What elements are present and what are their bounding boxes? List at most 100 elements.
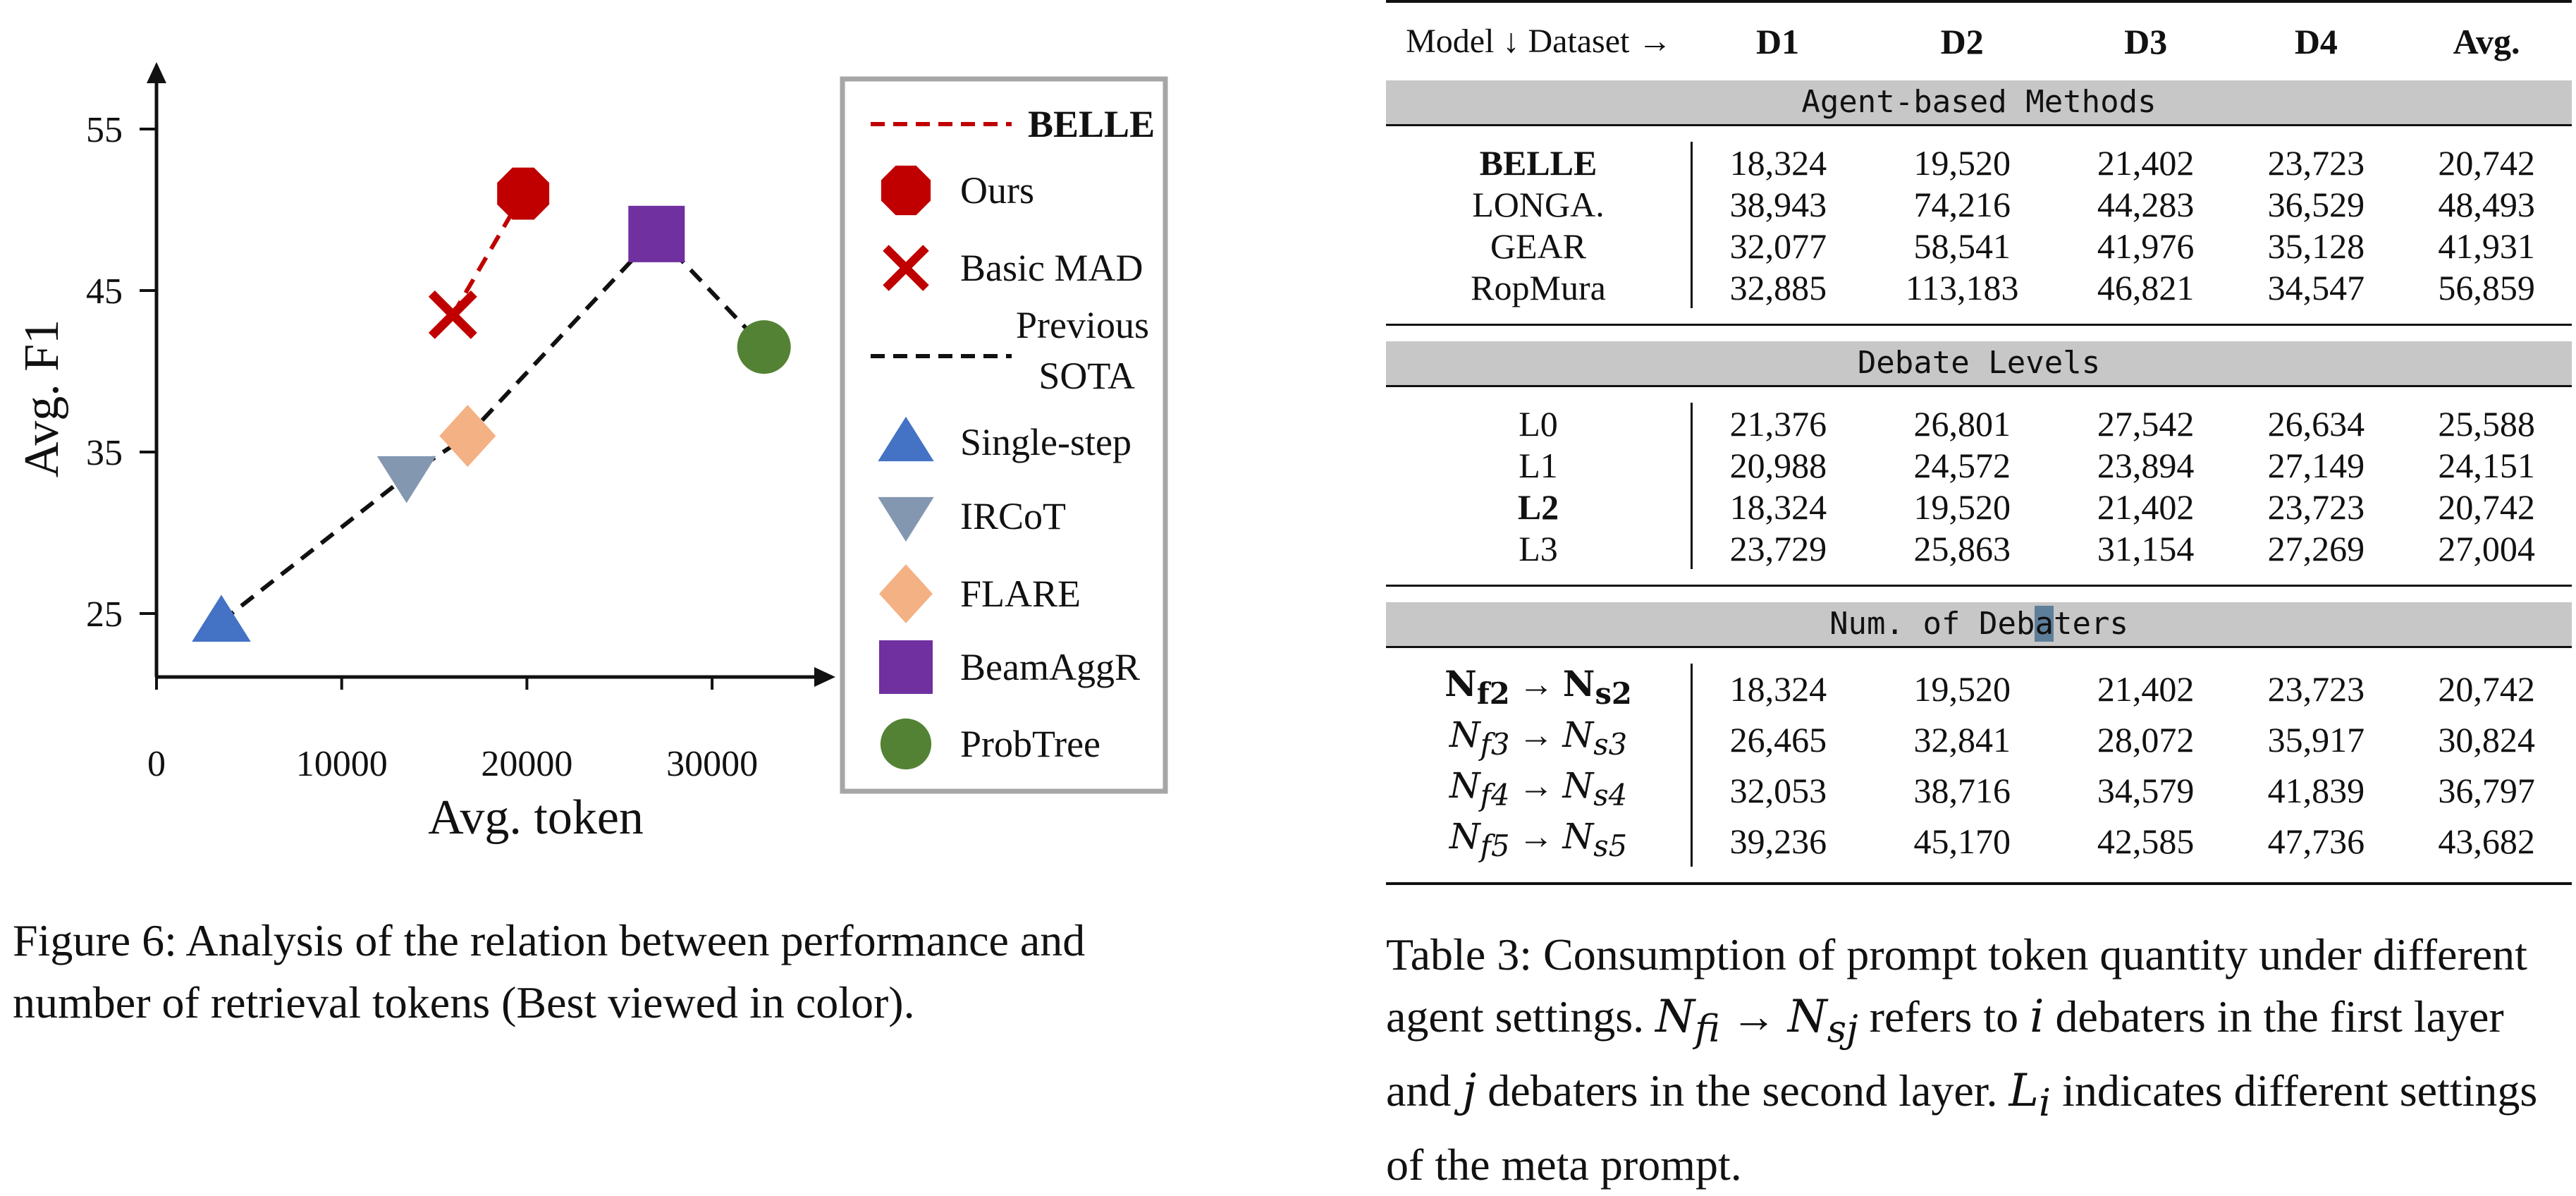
legend-probtree: ProbTree <box>880 718 1100 770</box>
bottom-rule-cell <box>1386 882 2572 886</box>
x-axis-arrow <box>814 667 835 687</box>
section-title-row: Debate Levels <box>1386 341 2572 386</box>
row-name: L3 <box>1386 527 1693 569</box>
row-value: 25,588 <box>2438 403 2535 444</box>
math-n: N <box>1562 765 1594 806</box>
table-header-row: Model ↓ Dataset → D1 D2 D3 D4 Avg. <box>1386 3 2572 80</box>
math-n-sub: s2 <box>1595 676 1632 711</box>
legend-basic-mad-label: Basic MAD <box>960 247 1143 289</box>
math-n: N <box>1562 663 1595 704</box>
table-row: LONGA. 38,943 74,216 44,283 36,529 48,493 <box>1386 183 2572 225</box>
section-end-rule <box>1386 585 2572 587</box>
caption-math-n1: N <box>1655 991 1695 1043</box>
header-d4: D4 <box>2294 22 2338 61</box>
text-selection-highlight: a <box>2035 606 2054 642</box>
point-probtree <box>737 320 791 374</box>
point-flare <box>439 405 496 468</box>
section-rule <box>1386 124 2572 127</box>
legend-basic-mad-swatch-stroke-b <box>883 245 929 291</box>
section-rule <box>1386 385 2572 388</box>
math-n-sub: f3 <box>1480 727 1510 762</box>
table-row: L1 20,988 24,572 23,894 27,149 24,151 <box>1386 444 2572 486</box>
legend-previous-sota: Previous SOTA <box>871 304 1149 397</box>
row-value: 58,541 <box>1913 226 2011 266</box>
legend-ours: Ours <box>881 165 1034 216</box>
y-tick-label: 55 <box>86 110 123 150</box>
x-tick-label: 10000 <box>296 744 388 784</box>
row-value: 56,859 <box>2438 267 2535 307</box>
section-title-row: Agent-based Methods <box>1386 80 2572 126</box>
row-value: 24,151 <box>2438 445 2535 485</box>
row-value: 41,976 <box>2097 226 2195 266</box>
section-gap <box>1386 126 2572 142</box>
y-tick-label: 25 <box>86 594 123 635</box>
figure-caption: Figure 6: Analysis of the relation betwe… <box>13 915 1086 1027</box>
caption-text-2: refers to <box>1858 991 2030 1042</box>
row-value: 32,053 <box>1729 771 1827 810</box>
section-gap <box>1386 867 2572 884</box>
legend-probtree-label: ProbTree <box>960 723 1100 765</box>
row-value: 19,520 <box>1913 669 2011 709</box>
row-value: 18,324 <box>1729 142 1827 183</box>
section-rule-cell <box>1386 385 2572 388</box>
row-value: 48,493 <box>2438 184 2535 224</box>
row-name: LONGA. <box>1386 183 1693 225</box>
legend-ircot-label: IRCoT <box>960 495 1066 537</box>
legend-beamaggr: BeamAggR <box>879 640 1140 694</box>
section-title: Num. of Debaters <box>1386 602 2572 647</box>
row-value: 20,742 <box>2438 487 2535 527</box>
legend-single-step: Single-step <box>878 416 1131 463</box>
row-name: RopMura <box>1386 267 1693 308</box>
row-value: 20,742 <box>2438 142 2535 183</box>
row-name: L1 <box>1386 444 1693 486</box>
row-value: 32,841 <box>1913 720 2011 759</box>
row-value: 43,682 <box>2438 822 2535 861</box>
caption-math-n2: N <box>1787 991 1827 1043</box>
row-value: 32,885 <box>1729 267 1827 307</box>
legend-ircot: IRCoT <box>878 495 1066 542</box>
legend-probtree-swatch <box>880 718 932 770</box>
row-value: 27,149 <box>2267 445 2365 485</box>
header-d2: D2 <box>1940 22 1984 61</box>
caption-text-3: debaters in the first layer and <box>1386 991 2504 1116</box>
row-value: 23,729 <box>1729 528 1827 568</box>
point-ircot <box>376 456 436 504</box>
legend-belle-label: BELLE <box>1028 103 1155 145</box>
section-gap <box>1386 569 2572 586</box>
math-n: N <box>1562 714 1594 755</box>
gap-cell <box>1386 387 2572 403</box>
legend-flare-label: FLARE <box>960 573 1081 615</box>
math-n-sub: f5 <box>1480 829 1510 863</box>
math-n: N <box>1449 714 1480 755</box>
gap-cell <box>1386 569 2572 586</box>
section-gap <box>1386 308 2572 325</box>
legend-basic-mad-swatch <box>883 245 929 291</box>
row-value: 21,402 <box>2097 487 2195 527</box>
caption-math-n2-sub: sj <box>1827 1006 1858 1051</box>
row-value: 45,170 <box>1913 822 2011 861</box>
row-name: L0 <box>1386 403 1693 444</box>
row-value: 31,154 <box>2097 528 2195 568</box>
legend-basic-mad: Basic MAD <box>883 245 1143 291</box>
section-gap <box>1386 587 2572 602</box>
table-bottom-rule <box>1386 882 2572 886</box>
table-row: RopMura 32,885 113,183 46,821 34,547 56,859 <box>1386 267 2572 308</box>
table-3: Model ↓ Dataset → D1 D2 D3 D4 Avg. Agent-based… <box>1386 0 2572 886</box>
legend-belle: BELLE <box>871 103 1155 145</box>
row-value: 41,839 <box>2267 771 2365 810</box>
math-arrow: → <box>1509 766 1563 805</box>
row-name: GEAR <box>1386 225 1693 267</box>
math-n-sub: f4 <box>1480 778 1510 812</box>
scatter-chart: 0 10000 20000 30000 25 35 45 55 Avg. token Avg. F… <box>15 62 1168 845</box>
math-n-sub: s3 <box>1593 727 1628 762</box>
x-axis-label: Avg. token <box>428 791 644 845</box>
table-caption: Table 3: Consumption of prompt token qua… <box>1386 924 2556 1196</box>
row-value: 21,402 <box>2097 142 2195 183</box>
y-axis-arrow <box>147 62 166 83</box>
token-consumption-table: Model ↓ Dataset → D1 D2 D3 D4 Avg. Agent-based… <box>1386 0 2572 886</box>
row-value: 18,324 <box>1729 669 1827 709</box>
row-value: 42,585 <box>2097 822 2195 861</box>
row-value: 27,004 <box>2438 528 2535 568</box>
section-rule-cell <box>1386 124 2572 127</box>
row-value: 20,988 <box>1729 445 1827 485</box>
